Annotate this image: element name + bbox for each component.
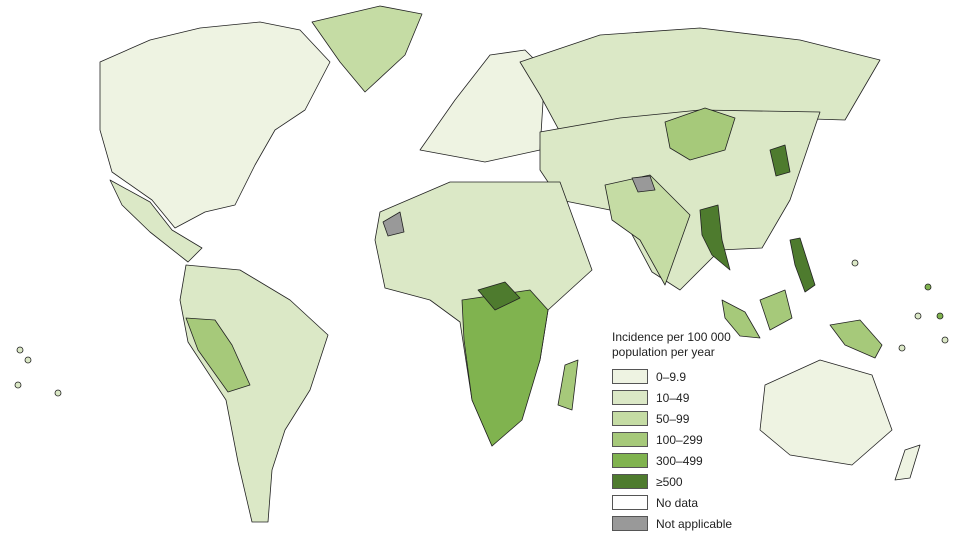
greenland	[311, 5, 423, 93]
legend-item: Not applicable	[612, 513, 782, 534]
legend-item: 100–299	[612, 429, 782, 450]
legend-swatch	[612, 369, 648, 384]
island-marker	[924, 283, 932, 291]
legend-swatch	[612, 411, 648, 426]
western-sahara	[382, 211, 405, 237]
legend-item: 10–49	[612, 387, 782, 408]
central-african-republic	[477, 281, 521, 311]
legend-label: 300–499	[656, 453, 703, 468]
legend-label: 10–49	[656, 390, 690, 405]
legend-label: 50–99	[656, 411, 690, 426]
south-america	[179, 264, 329, 523]
legend-label: No data	[656, 495, 699, 510]
legend-swatch	[612, 495, 648, 510]
legend-item: ≥500	[612, 471, 782, 492]
legend-item: 0–9.9	[612, 366, 782, 387]
indonesia	[721, 299, 761, 339]
borneo	[759, 289, 793, 331]
island-marker	[941, 336, 949, 344]
island-marker	[914, 312, 922, 320]
new-zealand	[894, 444, 921, 481]
africa-south	[461, 289, 549, 447]
legend-swatch	[612, 474, 648, 489]
legend-item: 50–99	[612, 408, 782, 429]
peru-bolivia	[185, 317, 251, 393]
legend-title: Incidence per 100 000 population per yea…	[612, 330, 731, 359]
legend-label: ≥500	[656, 474, 683, 489]
mongolia	[664, 107, 736, 161]
legend-swatch	[612, 516, 648, 531]
philippines	[789, 237, 816, 293]
russia	[519, 27, 881, 133]
australia	[759, 359, 893, 466]
legend-item: No data	[612, 492, 782, 513]
myanmar	[699, 204, 731, 271]
papua	[829, 319, 883, 359]
legend: Incidence per 100 000 population per yea…	[612, 330, 782, 534]
legend-label: 100–299	[656, 432, 703, 447]
legend-swatch	[612, 390, 648, 405]
korea	[769, 144, 791, 177]
north-america	[99, 21, 331, 229]
island-markers	[14, 259, 949, 397]
south-asia	[604, 174, 691, 286]
legend-item: 300–499	[612, 450, 782, 471]
island-marker	[24, 356, 32, 364]
legend-label: Not applicable	[656, 516, 733, 531]
legend-swatch	[612, 453, 648, 468]
legend-items: 0–9.9 10–49 50–99 100–299 300–499 ≥500 No data…	[612, 366, 782, 534]
island-marker	[898, 344, 906, 352]
island-marker	[936, 312, 944, 320]
island-marker	[851, 259, 859, 267]
afghanistan	[631, 175, 656, 193]
island-marker	[14, 381, 22, 389]
island-marker	[54, 389, 62, 397]
legend-swatch	[612, 432, 648, 447]
central-america	[109, 179, 203, 263]
island-marker	[16, 346, 24, 354]
legend-label: 0–9.9	[656, 369, 687, 384]
madagascar	[557, 359, 579, 411]
